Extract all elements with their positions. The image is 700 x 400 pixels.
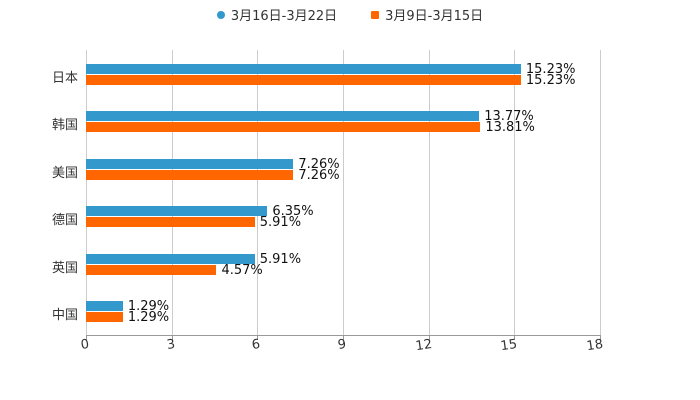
value-label: 5.91% bbox=[259, 215, 302, 231]
x-tick bbox=[600, 335, 601, 340]
bar-series-2[interactable] bbox=[86, 169, 294, 180]
value-label: 5.91% bbox=[259, 251, 302, 267]
x-tick bbox=[257, 335, 259, 340]
value-label: 13.77% bbox=[484, 109, 534, 125]
x-tick bbox=[343, 335, 344, 340]
x-tick-label: 6 bbox=[251, 337, 262, 354]
bar-series-2[interactable] bbox=[86, 217, 255, 228]
category-label: 德国 bbox=[51, 213, 78, 229]
category-label: 韩国 bbox=[51, 118, 78, 134]
legend-item-series-1[interactable]: 3月16日-3月22日 bbox=[216, 5, 338, 24]
category-label: 日本 bbox=[51, 70, 78, 86]
bar-series-2[interactable] bbox=[86, 312, 123, 323]
x-tick bbox=[86, 335, 87, 340]
x-tick-label: 18 bbox=[585, 337, 605, 355]
x-tick-label: 12 bbox=[414, 337, 433, 355]
value-label: 4.57% bbox=[221, 262, 263, 278]
gridline bbox=[257, 50, 259, 335]
value-label: 15.23% bbox=[525, 72, 576, 88]
legend-item-series-2[interactable]: 3月9日-3月15日 bbox=[371, 5, 483, 24]
x-tick bbox=[514, 335, 516, 340]
bar-series-1[interactable] bbox=[86, 111, 480, 122]
category-label: 中国 bbox=[51, 308, 78, 324]
gridline bbox=[600, 50, 601, 335]
legend-label: 3月9日-3月15日 bbox=[385, 9, 484, 24]
gridline bbox=[343, 50, 344, 335]
value-label: 6.35% bbox=[272, 204, 314, 220]
bar-series-1[interactable] bbox=[86, 253, 255, 264]
bar-series-1[interactable] bbox=[86, 301, 123, 312]
bar-series-2[interactable] bbox=[86, 74, 521, 85]
x-tick-label: 9 bbox=[336, 337, 348, 354]
value-label: 1.29% bbox=[127, 299, 170, 315]
value-label: 1.29% bbox=[127, 310, 170, 326]
gridline bbox=[171, 50, 173, 335]
x-tick-label: 0 bbox=[79, 337, 91, 354]
legend-square-icon bbox=[371, 10, 380, 19]
bar-series-2[interactable] bbox=[86, 264, 217, 275]
value-label: 13.81% bbox=[485, 120, 535, 136]
gridline bbox=[514, 50, 516, 335]
x-tick-label: 3 bbox=[165, 337, 176, 354]
value-label: 15.23% bbox=[525, 61, 576, 77]
bar-series-1[interactable] bbox=[86, 63, 521, 74]
bar-series-2[interactable] bbox=[86, 122, 481, 133]
y-axis-line bbox=[86, 50, 87, 335]
category-label: 英国 bbox=[51, 260, 78, 276]
bar-series-1[interactable] bbox=[86, 158, 294, 169]
legend: 3月16日-3月22日 3月9日-3月15日 bbox=[0, 5, 700, 24]
legend-dot-icon bbox=[216, 10, 225, 19]
value-label: 7.26% bbox=[298, 156, 340, 172]
bar-series-1[interactable] bbox=[86, 206, 268, 217]
x-tick bbox=[171, 335, 173, 340]
x-tick-label: 15 bbox=[499, 337, 519, 355]
x-axis-line bbox=[86, 335, 600, 336]
x-tick bbox=[428, 335, 430, 340]
gridline bbox=[428, 50, 430, 335]
value-label: 7.26% bbox=[298, 167, 340, 183]
legend-label: 3月16日-3月22日 bbox=[230, 9, 338, 24]
category-label: 美国 bbox=[51, 165, 78, 181]
